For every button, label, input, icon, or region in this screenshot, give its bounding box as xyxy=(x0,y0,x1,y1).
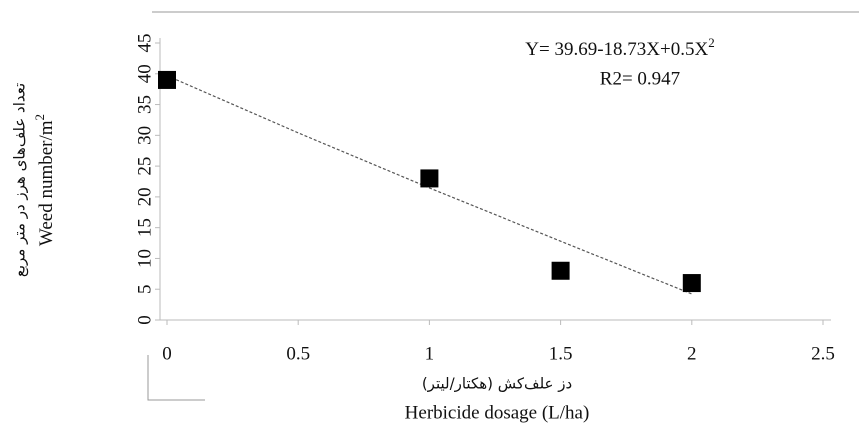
y-tick-label: 45 xyxy=(134,34,155,53)
x-label: Herbicide dosage (L/ha) xyxy=(405,402,590,423)
x-tick-label: 0.5 xyxy=(286,343,310,364)
x-tick-label: 1 xyxy=(425,343,435,364)
point xyxy=(682,274,701,293)
point xyxy=(551,261,570,280)
y-tick-label: 10 xyxy=(134,249,155,268)
y-tick-label: 40 xyxy=(134,64,155,83)
y-tick-label: 20 xyxy=(134,187,155,206)
r2: R2= 0.947 xyxy=(600,68,680,89)
equation: Y= 39.69-18.73X+0.5X2 xyxy=(525,35,714,60)
x-label-fa: دز علف‌کش (هکتار/لیتر) xyxy=(422,375,572,393)
y-tick-label: 25 xyxy=(134,157,155,176)
equation-sup: 2 xyxy=(708,35,715,50)
y-tick-label: 0 xyxy=(134,315,155,325)
y-tick-label: 30 xyxy=(134,126,155,145)
y-tick-label: 5 xyxy=(134,284,155,294)
x-tick-label: 1.5 xyxy=(549,343,573,364)
equation-main: Y= 39.69-18.73X+0.5X xyxy=(525,39,708,60)
point xyxy=(420,169,439,188)
trendline xyxy=(166,75,693,295)
x-tick-label: 0 xyxy=(162,343,172,364)
y-tick-label: 35 xyxy=(134,95,155,114)
point xyxy=(158,70,176,89)
frame-corner xyxy=(147,355,205,401)
y-label-sup: 2 xyxy=(32,114,47,121)
y-label: Weed number/m2 xyxy=(32,114,57,246)
y-label-fa: تعداد علف‌های هرز در متر مربع xyxy=(11,83,29,277)
y-tick-label: 15 xyxy=(134,218,155,237)
x-tick-label: 2.5 xyxy=(811,343,835,364)
x-tick-label: 2 xyxy=(687,343,697,364)
y-label-main: Weed number/m xyxy=(36,120,57,246)
